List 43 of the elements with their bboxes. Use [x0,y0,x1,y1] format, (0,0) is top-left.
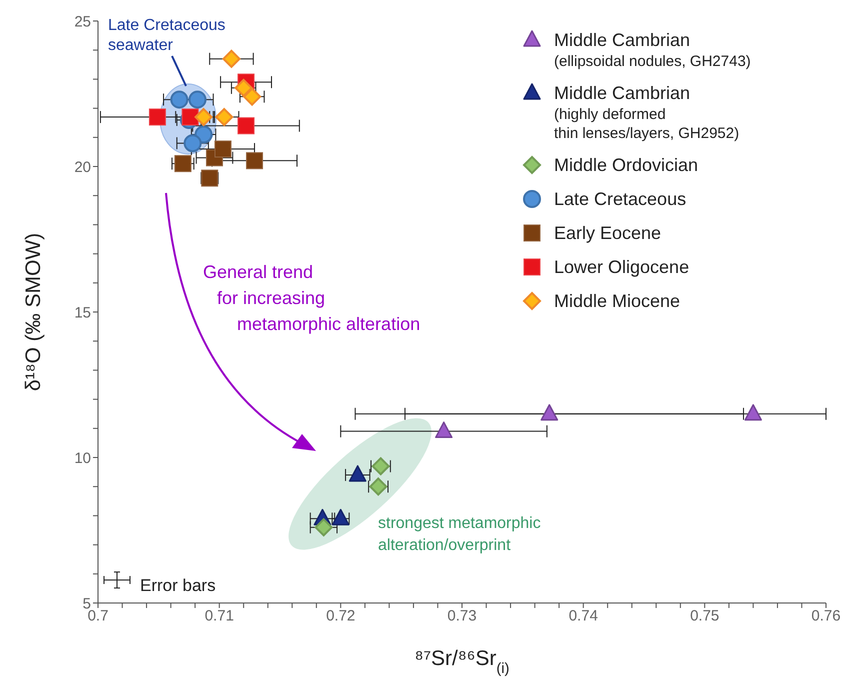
y-tick-label: 25 [74,13,91,30]
point [243,88,262,106]
point [174,155,192,172]
point [215,108,234,126]
y-tick-label: 20 [74,158,91,176]
point [188,90,206,109]
point [744,404,762,421]
y-tick-label: 15 [74,304,91,322]
legend-label: Middle Cambrian (ellipsoidal nodules, GH2743) [554,29,751,71]
point [214,140,232,158]
point [540,404,558,421]
x-tick-label: 0.7 [88,608,108,625]
point [435,422,453,438]
legend-label: Middle Cambrian (highly deformed thin lenses/layers, GH2952) [554,82,740,143]
point [314,518,333,536]
point [148,108,166,126]
legend-label: Late Cretaceous [554,188,686,211]
point [182,108,199,126]
annotation: Error bars [140,576,216,595]
point [170,90,188,109]
annotation: Late Cretaceous seawater [108,17,226,54]
point [234,78,253,97]
x-tick-label: 0.74 [568,608,598,625]
point [246,152,264,170]
x-tick-label: 0.71 [204,608,234,625]
legend-label: Middle Miocene [554,290,680,313]
y-tick-label: 10 [74,450,91,467]
x-axis-title: ⁸⁷Sr/⁸⁶Sr$_{(i)}$ [414,647,510,677]
point [184,134,202,152]
x-tick-label: 0.76 [811,608,841,625]
annotation: strongest metamorphic alteration/overprint [378,515,541,554]
point [238,117,255,134]
point [194,108,213,126]
point [348,465,366,482]
legend-label: Lower Oligocene [554,256,690,279]
point [222,50,240,68]
x-tick-label: 0.75 [690,608,720,625]
x-tick-label: 0.72 [326,608,356,625]
legend-label: Early Eocene [554,222,662,245]
x-tick-label: 0.73 [447,608,477,625]
legend-label: Middle Ordovician [554,154,698,177]
y-axis-title: δ¹⁸O (‰ SMOW) [22,232,45,392]
annotation: General trend for increasing metamorphic alteration [203,262,420,334]
